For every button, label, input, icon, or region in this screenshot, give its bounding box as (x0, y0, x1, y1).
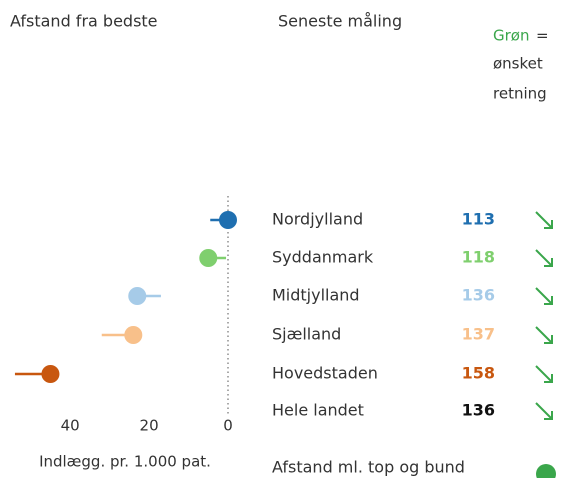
note-text: = (536, 27, 549, 45)
dot (124, 326, 143, 344)
latest-value: 118 (462, 248, 495, 267)
latest-value: 137 (462, 325, 495, 344)
region-label: Hovedstaden (272, 364, 378, 383)
x-tick-label: 0 (223, 417, 233, 435)
dot (219, 211, 237, 229)
note-text: retning (493, 85, 547, 103)
trend-arrow (535, 211, 553, 229)
dot (41, 365, 60, 383)
trend-arrow (535, 326, 553, 344)
region-label: Hele landet (272, 401, 364, 420)
right-title: Seneste måling (278, 12, 402, 31)
note-text: ønsket (493, 55, 543, 73)
footer-icon (536, 464, 556, 478)
note-highlight: Grøn (493, 27, 529, 45)
latest-value: 136 (462, 401, 495, 420)
latest-value: 136 (462, 286, 495, 305)
region-label: Midtjylland (272, 286, 360, 305)
trend-arrow (535, 402, 553, 420)
dot (128, 287, 147, 305)
region-label: Nordjylland (272, 210, 363, 229)
x-tick-label: 40 (61, 417, 80, 435)
latest-value: 113 (462, 210, 495, 229)
trend-arrow (535, 365, 553, 383)
region-label: Sjælland (272, 325, 341, 344)
region-label: Syddanmark (272, 248, 374, 267)
footer-label: Afstand ml. top og bund (272, 458, 465, 477)
latest-value: 158 (462, 364, 495, 383)
trend-arrow (535, 249, 553, 267)
left-title: Afstand fra bedste (10, 12, 158, 31)
trend-arrow (535, 287, 553, 305)
x-tick-label: 20 (140, 417, 159, 435)
dot (199, 249, 218, 267)
x-axis-label: Indlægg. pr. 1.000 pat. (39, 453, 211, 471)
